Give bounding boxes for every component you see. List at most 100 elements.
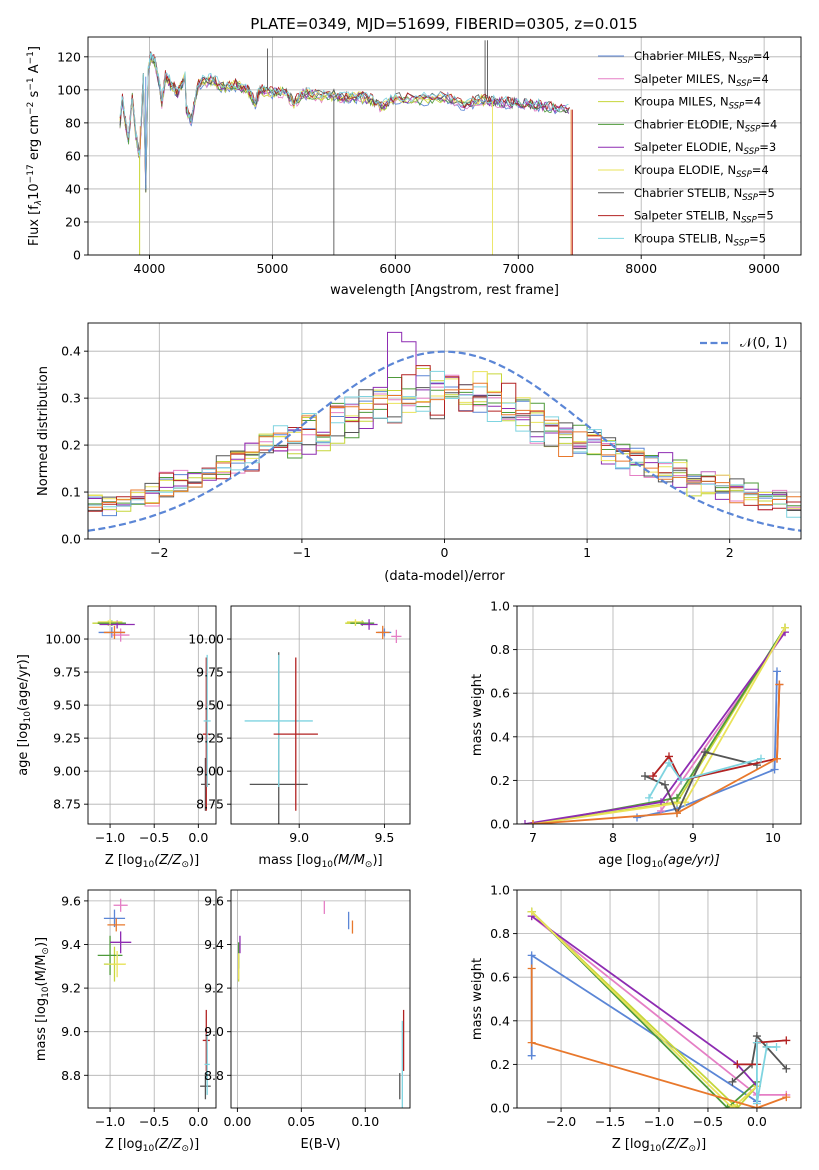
y-tick-label: 9.75 bbox=[196, 665, 224, 680]
y-tick-label: 9.2 bbox=[61, 981, 81, 996]
series-marker bbox=[641, 772, 649, 781]
gridlines bbox=[517, 889, 801, 1109]
x-tick-label: 0.00 bbox=[223, 1114, 251, 1129]
y-tick-label: 9.2 bbox=[204, 981, 224, 996]
x-tick-label: 9000 bbox=[748, 261, 780, 276]
axes-spectrum: 4000 5000 6000 7000 8000 9000 0 20 40 60 80 100 120 C… bbox=[26, 36, 802, 298]
plot-area bbox=[238, 900, 405, 1108]
gridlines bbox=[517, 605, 801, 825]
gridlines bbox=[88, 606, 216, 824]
plot-area bbox=[521, 623, 789, 824]
series-marker bbox=[649, 772, 657, 781]
data-point bbox=[244, 654, 313, 788]
legend-entry: Chabrier MILES, NSSP=4 bbox=[634, 49, 770, 66]
histogram-series bbox=[88, 382, 801, 508]
series-marker bbox=[773, 754, 781, 763]
spectrum-line bbox=[119, 51, 570, 193]
x-tick-label: −1.5 bbox=[595, 1114, 625, 1129]
series-marker bbox=[770, 765, 779, 774]
y-tick-label: 0.2 bbox=[61, 438, 81, 453]
x-tick-label: 0.0 bbox=[188, 1114, 208, 1129]
plot-area bbox=[92, 619, 211, 811]
x-tick-label: −0.5 bbox=[139, 830, 169, 845]
series-line bbox=[532, 627, 786, 824]
y-tick-label: 1.0 bbox=[490, 883, 510, 898]
series-line bbox=[530, 968, 787, 1108]
gaussian-curve bbox=[88, 350, 801, 532]
data-point bbox=[113, 898, 128, 912]
series-marker bbox=[701, 748, 709, 757]
y-tick-label: 0.2 bbox=[490, 1057, 510, 1072]
data-point bbox=[202, 1009, 210, 1071]
y-tick-label: 0.4 bbox=[490, 1013, 510, 1028]
series-marker bbox=[781, 623, 789, 632]
y-axis-label: mass weight bbox=[470, 958, 485, 1040]
x-tick-label: 6000 bbox=[379, 261, 411, 276]
data-point bbox=[202, 657, 210, 811]
series-marker bbox=[527, 1038, 536, 1047]
x-tick-label: 7 bbox=[529, 830, 537, 845]
y-axis-label: mass weight bbox=[470, 674, 485, 756]
legend-entry: Salpeter MILES, NSSP=4 bbox=[634, 72, 769, 89]
axes-mass_weight_vs_age: 7 8 9 10 0.0 0.2 0.4 0.6 0.8 1.0 age [log10(age/yr… bbox=[470, 599, 802, 870]
x-tick-label: 5000 bbox=[256, 261, 288, 276]
y-tick-label: 0.3 bbox=[61, 391, 81, 406]
y-tick-label: 0.6 bbox=[490, 970, 510, 985]
series-marker bbox=[752, 1038, 761, 1047]
x-tick-label: 9.5 bbox=[374, 830, 394, 845]
x-axis-label: age [log10(age/yr)] bbox=[598, 853, 720, 870]
series-marker bbox=[645, 793, 653, 802]
data-point bbox=[97, 935, 123, 976]
series-line bbox=[531, 911, 758, 1108]
series-marker bbox=[527, 907, 536, 916]
y-tick-label: 9.75 bbox=[53, 665, 81, 680]
series-marker bbox=[723, 1104, 732, 1108]
x-tick-label: 0.0 bbox=[188, 830, 208, 845]
series-marker bbox=[752, 1104, 761, 1108]
y-tick-label: 0.2 bbox=[490, 773, 510, 788]
series-line bbox=[531, 911, 758, 1108]
axes-mass_weight_vs_Z: −2.0 −1.5 −1.0 −0.5 0.0 0.0 0.2 0.4 0.6 0.8 1.0 Z [… bbox=[470, 883, 802, 1154]
data-point bbox=[103, 625, 126, 640]
y-tick-label: 9.6 bbox=[61, 893, 81, 908]
figure-title: PLATE=0349, MJD=51699, FIBERID=0305, z=0… bbox=[250, 15, 637, 33]
series-marker bbox=[782, 1064, 791, 1073]
x-tick-label: 0.0 bbox=[747, 1114, 767, 1129]
series-marker bbox=[521, 820, 529, 824]
axes-frame bbox=[516, 605, 802, 825]
y-tick-label: 40 bbox=[65, 181, 81, 196]
series-marker bbox=[733, 1060, 742, 1069]
series-marker bbox=[527, 1051, 536, 1060]
y-tick-label: 0.1 bbox=[61, 485, 81, 500]
series-line bbox=[636, 671, 778, 819]
y-tick-label: 9.0 bbox=[61, 1024, 81, 1039]
legend-entry: Kroupa MILES, NSSP=4 bbox=[634, 95, 761, 112]
series-line bbox=[524, 631, 786, 824]
series-line bbox=[532, 684, 781, 824]
legend-entry: Salpeter ELODIE, NSSP=3 bbox=[634, 140, 776, 157]
x-tick-label: 1 bbox=[583, 545, 591, 560]
x-tick-label: 8 bbox=[609, 830, 617, 845]
x-tick-label: −2.0 bbox=[546, 1114, 576, 1129]
series-marker bbox=[728, 1104, 737, 1108]
y-tick-label: 9.6 bbox=[204, 893, 224, 908]
y-tick-label: 9.00 bbox=[196, 764, 224, 779]
y-tick-label: 0.0 bbox=[61, 532, 81, 547]
x-tick-label: 10 bbox=[765, 830, 781, 845]
gridlines bbox=[231, 606, 410, 824]
axes-age_vs_mass: 9.0 9.5 8.75 9.00 9.25 9.50 9.75 10.00 mass [log… bbox=[188, 605, 411, 870]
gridlines bbox=[231, 890, 410, 1108]
spectrum-line bbox=[119, 52, 490, 188]
data-point bbox=[108, 951, 126, 978]
series-marker bbox=[733, 1104, 742, 1108]
data-point bbox=[97, 619, 123, 625]
x-axis-label: E(B-V) bbox=[300, 1137, 340, 1152]
series-marker bbox=[782, 1093, 791, 1102]
plot-area bbox=[119, 40, 573, 255]
data-point bbox=[375, 625, 390, 640]
y-tick-label: 100 bbox=[57, 82, 81, 97]
y-tick-label: 0.6 bbox=[490, 686, 510, 701]
legend-entry: Kroupa STELIB, NSSP=5 bbox=[634, 231, 766, 248]
y-tick-label: 0.0 bbox=[490, 817, 510, 832]
axes-frame bbox=[230, 605, 411, 825]
